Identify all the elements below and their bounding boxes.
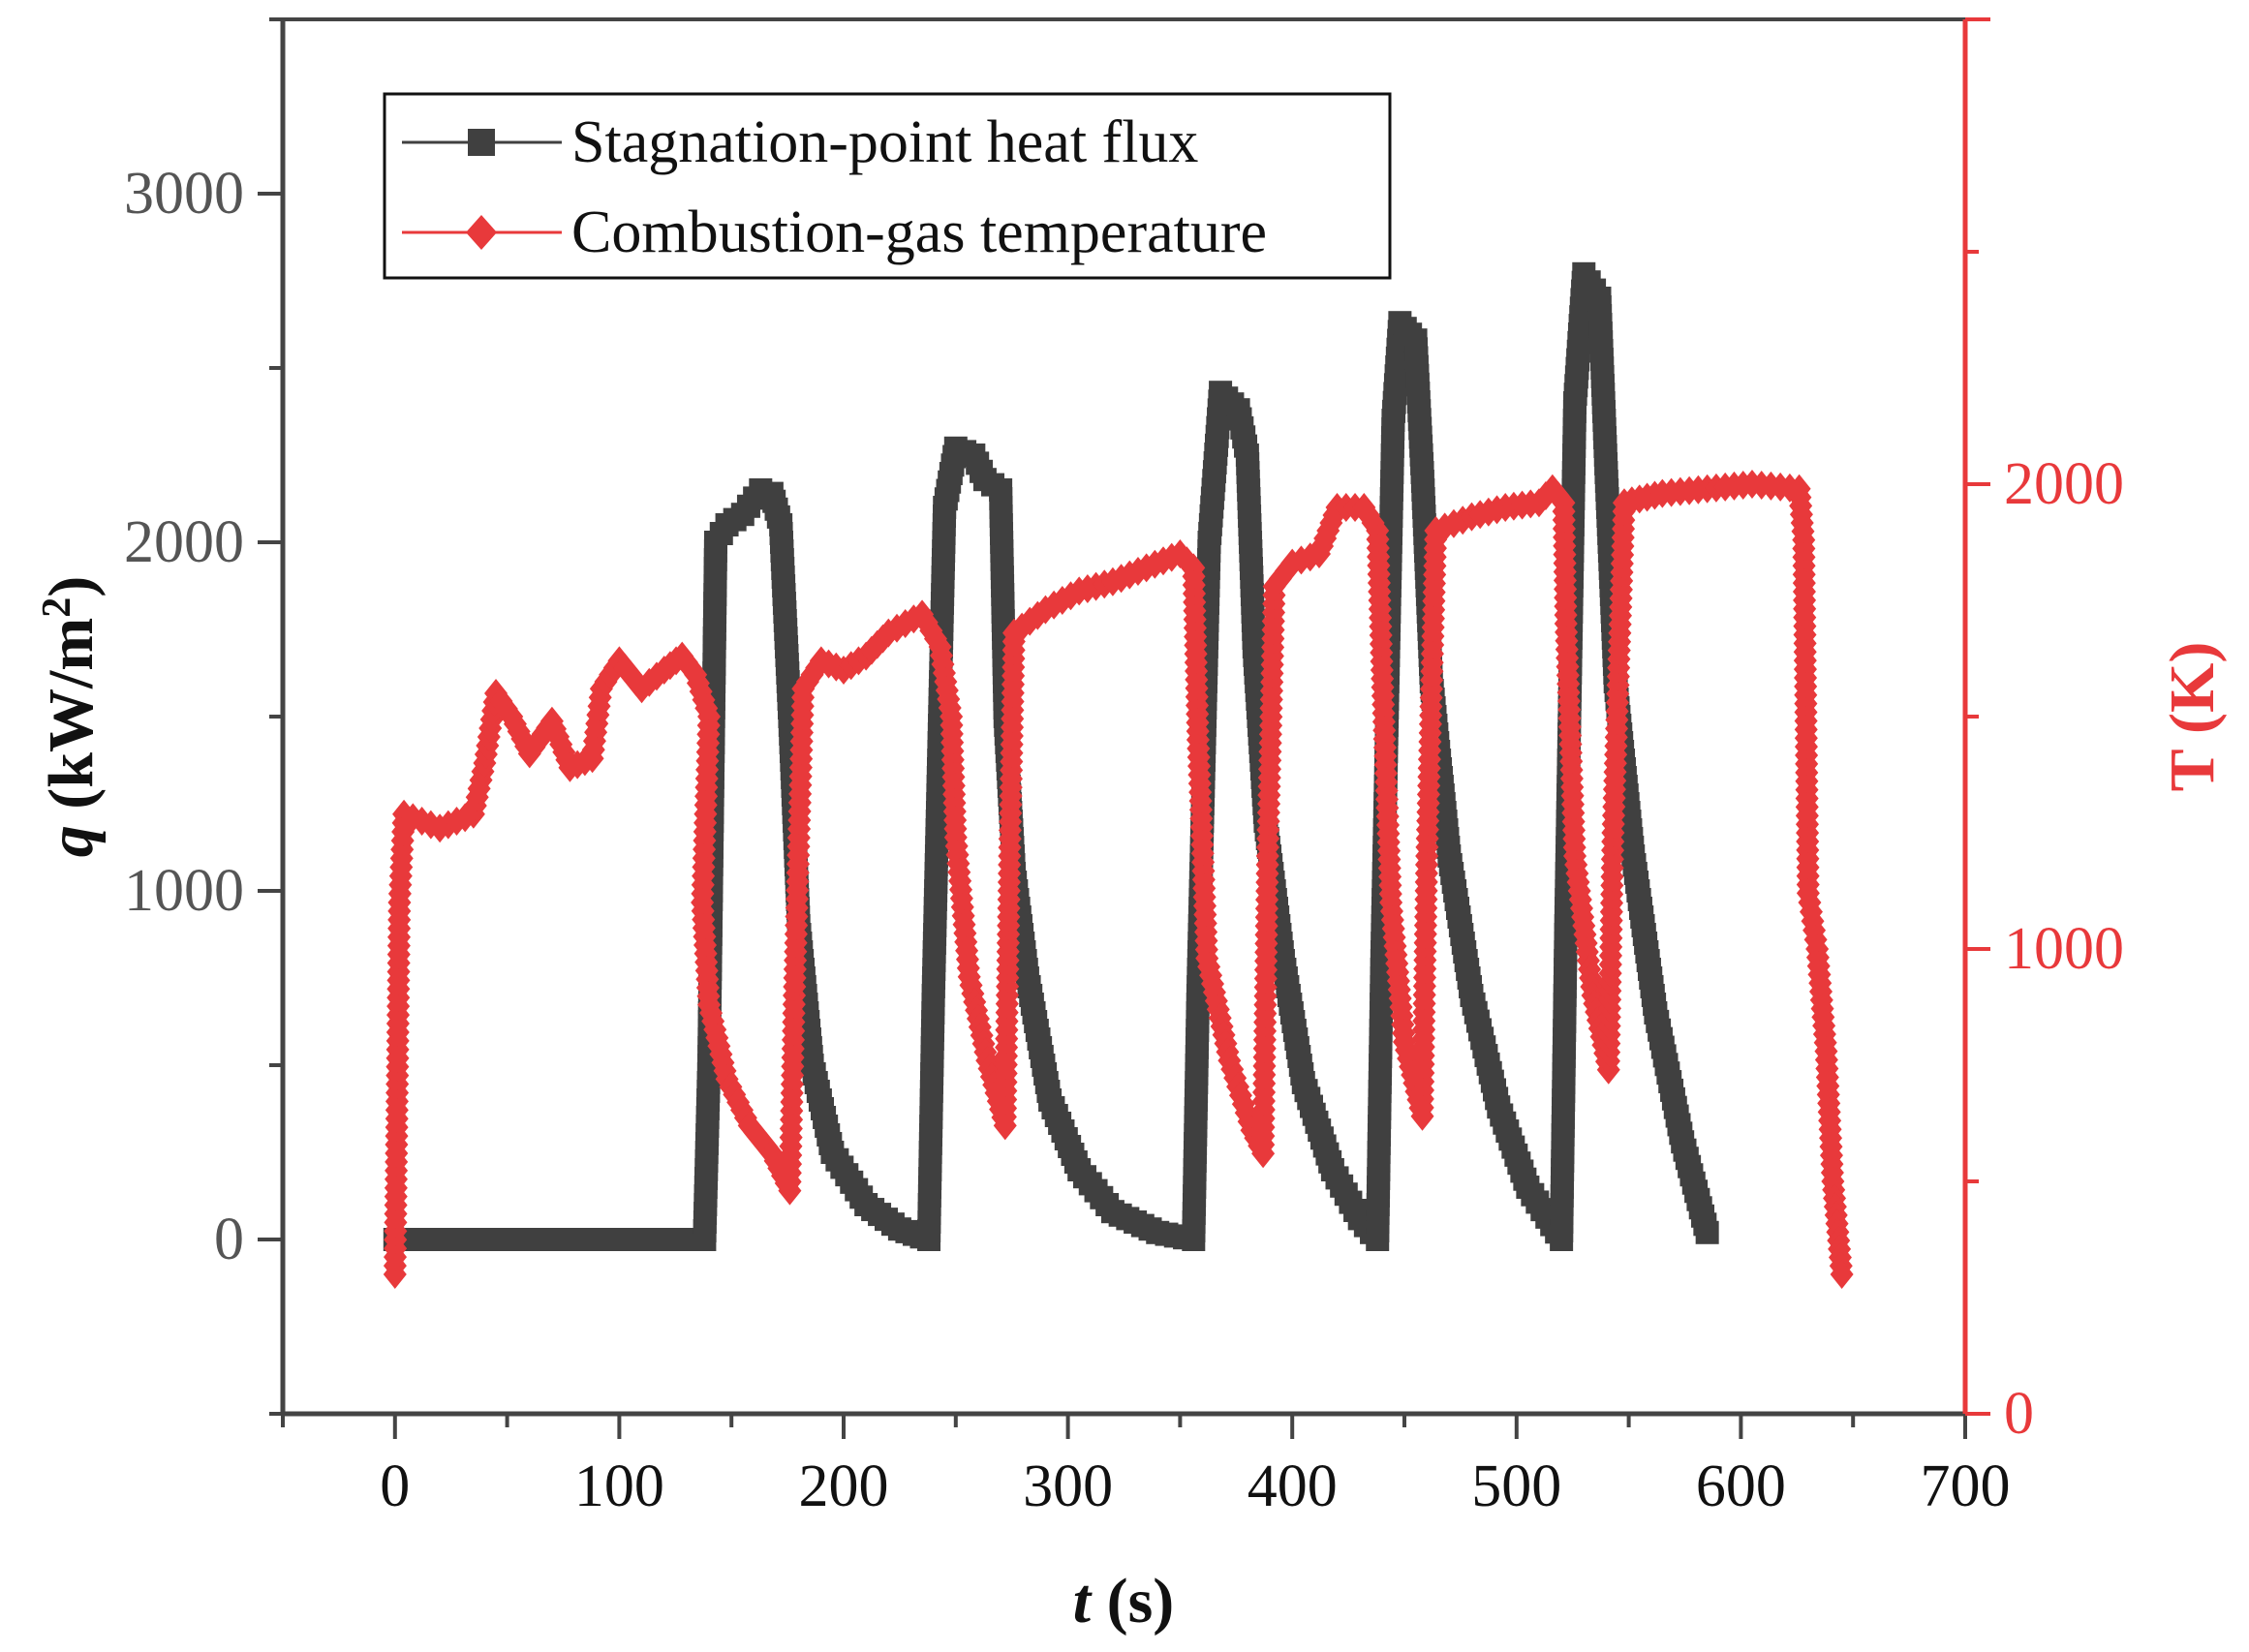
data-point-diamond — [1830, 1260, 1854, 1289]
legend-marker-diamond — [466, 215, 497, 250]
axis-layer: 0 100 200 300 400 500 600 700010002000300001000… — [124, 17, 2124, 1519]
left-y-axis-title-close: ) — [36, 576, 107, 597]
legend-label-heat-flux: Stagnation-point heat flux — [571, 109, 1198, 175]
right-y-tick-label: 1000 — [2004, 916, 2124, 982]
left-y-tick-label: 2000 — [124, 509, 244, 575]
x-axis-title-variable: t — [1073, 1566, 1093, 1637]
left-y-tick-label: 3000 — [124, 161, 244, 227]
legend: Stagnation-point heat flux Combustion-ga… — [383, 92, 1392, 280]
left-y-tick-label: 0 — [214, 1207, 244, 1272]
x-tick-label: 100 — [574, 1453, 664, 1519]
x-tick-label: 200 — [799, 1453, 889, 1519]
x-tick-label: 0 — [380, 1453, 410, 1519]
x-tick-label: 400 — [1248, 1453, 1338, 1519]
right-y-tick-label: 2000 — [2004, 451, 2124, 517]
left-y-axis-title-unit: (kW/m — [36, 618, 107, 810]
x-tick-label: 500 — [1471, 1453, 1561, 1519]
x-axis-title-unit: (s) — [1107, 1566, 1175, 1637]
legend-marker-square — [468, 129, 495, 156]
left-y-tick-label: 1000 — [124, 858, 244, 924]
right-y-axis-title: T (K) — [2157, 642, 2228, 792]
legend-box — [383, 92, 1392, 280]
legend-label-temperature: Combustion-gas temperature — [571, 199, 1267, 265]
left-y-axis-title-exponent: 2 — [35, 597, 79, 618]
right-y-tick-label: 0 — [2004, 1381, 2034, 1447]
series-layer — [383, 261, 1854, 1289]
data-point-square — [1695, 1220, 1719, 1244]
x-axis-title: t (s) — [1073, 1566, 1175, 1637]
left-y-axis-title: q (kW/m2) — [35, 576, 107, 857]
series-temperature — [383, 470, 1854, 1289]
x-tick-label: 600 — [1696, 1453, 1786, 1519]
left-y-axis-title-variable: q — [36, 825, 107, 857]
x-tick-label: 700 — [1921, 1453, 2011, 1519]
x-tick-label: 300 — [1023, 1453, 1113, 1519]
